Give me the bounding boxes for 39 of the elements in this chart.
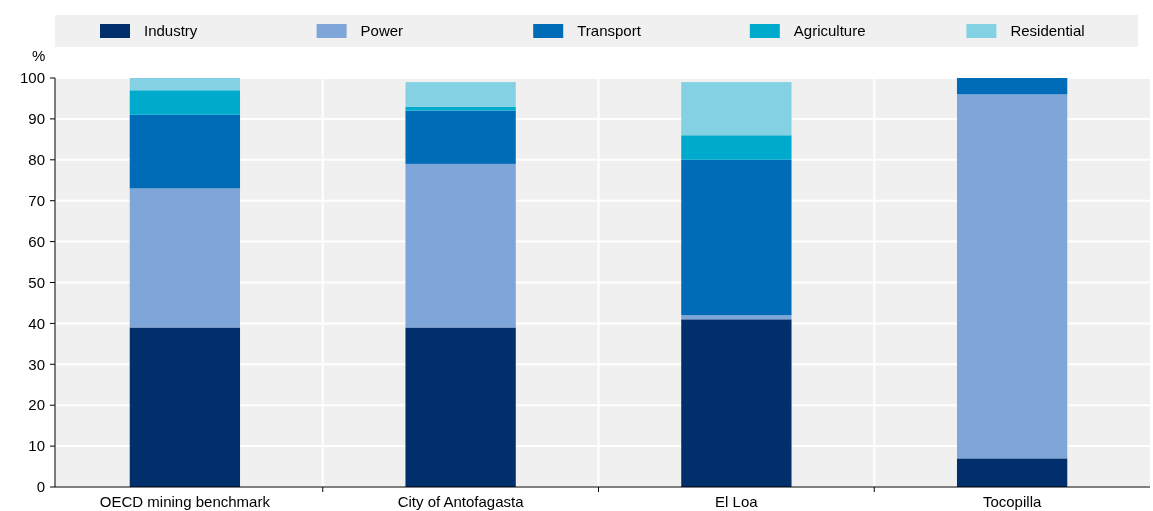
x-tick-label: Tocopilla xyxy=(982,493,1042,510)
bar xyxy=(405,110,516,164)
bar xyxy=(405,82,516,107)
bar xyxy=(956,458,1068,487)
bar xyxy=(129,327,241,487)
legend-label: Power xyxy=(360,22,404,39)
bar xyxy=(129,78,241,91)
y-tick-label: 40 xyxy=(28,314,45,332)
x-tick-label: City of Antofagasta xyxy=(397,493,525,510)
bar xyxy=(405,327,516,487)
bar xyxy=(681,315,792,320)
y-axis-title: % xyxy=(32,47,46,64)
y-tick-label: 20 xyxy=(28,396,45,414)
y-tick-label: 90 xyxy=(28,110,45,128)
legend-label: Industry xyxy=(144,22,198,39)
y-tick-label: 60 xyxy=(28,232,45,250)
bar xyxy=(405,163,516,328)
legend-label: Residential xyxy=(1010,22,1085,39)
bar xyxy=(681,159,792,316)
y-tick-label: 100 xyxy=(19,69,45,87)
legend-label: Agriculture xyxy=(793,22,866,39)
bar xyxy=(956,94,1068,459)
y-tick-label: 0 xyxy=(36,478,45,496)
x-tick-label: El Loa xyxy=(715,493,759,510)
bar xyxy=(129,188,241,328)
legend-label: Transport xyxy=(577,22,642,39)
x-tick-label: OECD mining benchmark xyxy=(99,493,271,510)
bar xyxy=(129,90,241,115)
y-tick-label: 80 xyxy=(28,151,45,169)
bar xyxy=(129,114,241,189)
bar xyxy=(681,319,792,487)
y-tick-label: 30 xyxy=(28,355,45,373)
y-tick-label: 50 xyxy=(28,273,45,291)
bar xyxy=(405,106,516,111)
bar xyxy=(681,135,792,160)
y-tick-label: 10 xyxy=(28,437,45,455)
bar xyxy=(681,82,792,136)
bar xyxy=(956,78,1068,95)
y-tick-label: 70 xyxy=(28,191,45,209)
